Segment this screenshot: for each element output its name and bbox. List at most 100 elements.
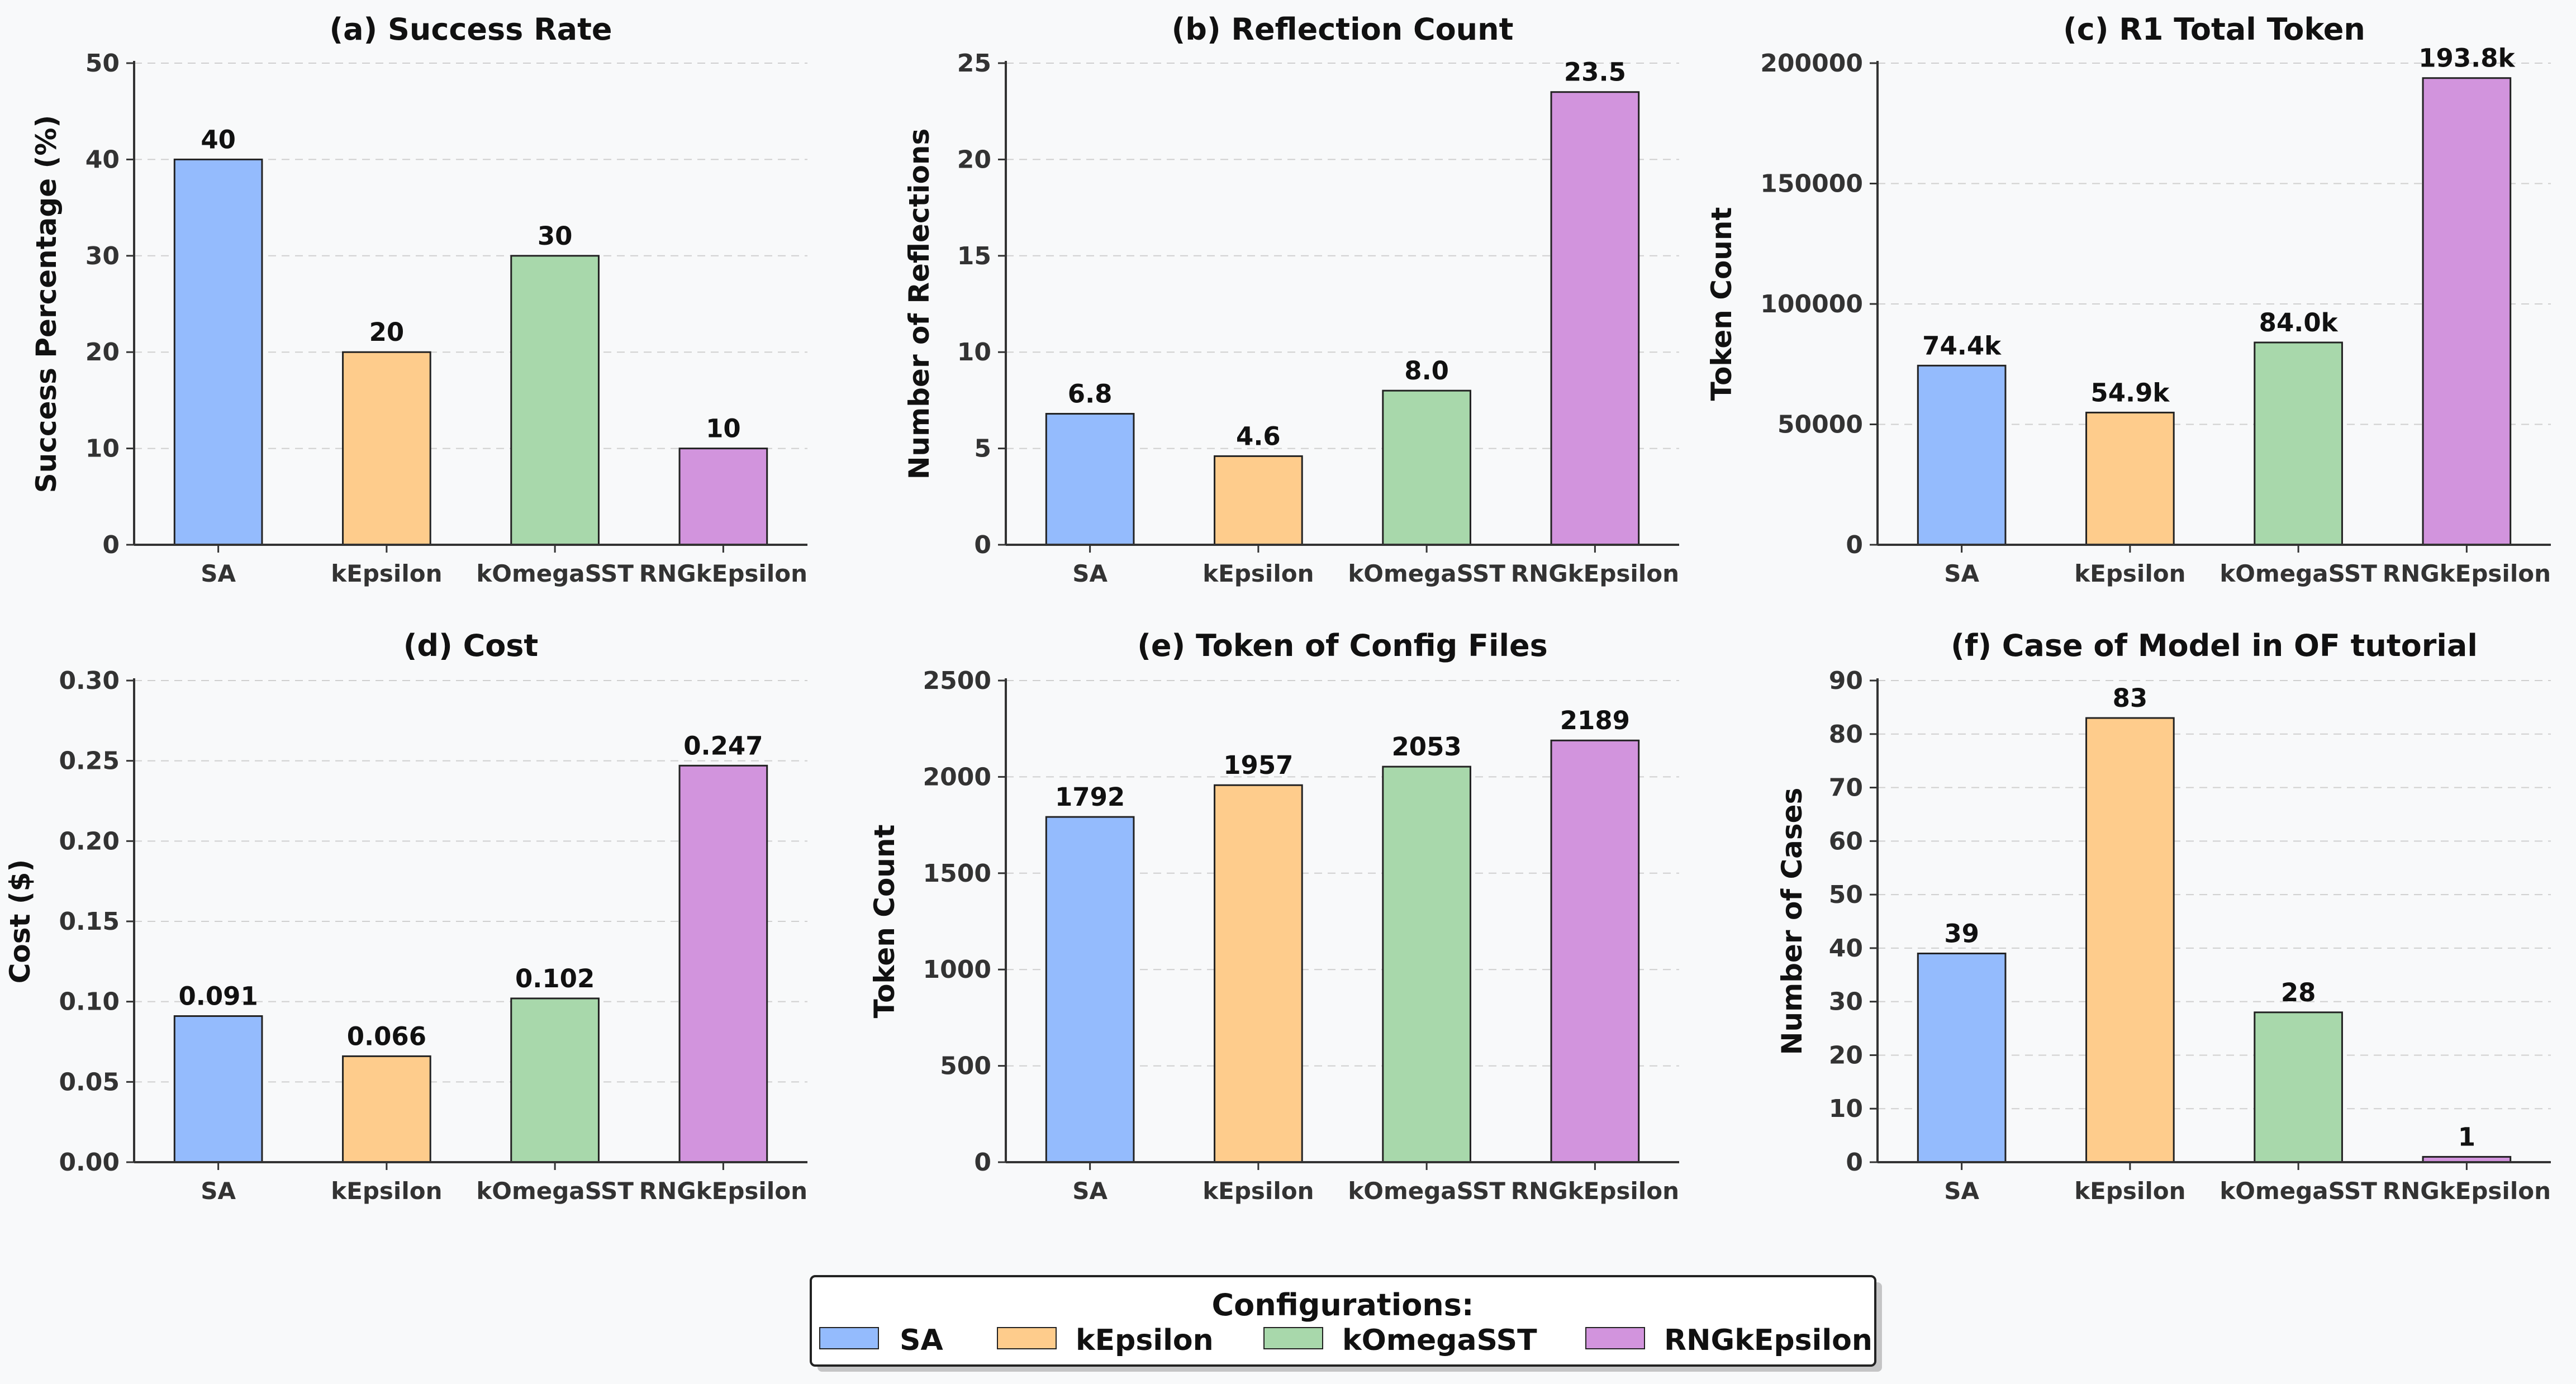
x-tick-label: SA [1944, 560, 1979, 587]
y-tick-label: 0.00 [59, 1148, 120, 1177]
chart-panel-success-rate: 0 10 20 30 40 50 40 SA 20 kEpsilon 30 kOmegaSST 10 RN… [30, 12, 807, 587]
bar-sa [1045, 816, 1135, 1163]
legend-swatch-sa [819, 1327, 879, 1349]
y-tick-label: 1000 [923, 955, 991, 984]
bar-komegasst [1382, 389, 1471, 546]
bar-sa [1045, 413, 1135, 546]
value-label: 30 [538, 221, 573, 251]
y-tick-label: 20 [1829, 1041, 1863, 1069]
x-tick-label: SA [201, 560, 236, 587]
x-tick-label: RNGkEpsilon [2383, 560, 2551, 587]
legend: Configurations: SA kEpsilon kOmegaSST RN… [810, 1275, 1882, 1372]
x-tick-label: kOmegaSST [476, 1177, 634, 1205]
x-tick-label: kEpsilon [1203, 560, 1314, 587]
y-tick-label: 2000 [923, 763, 991, 791]
value-label: 8.0 [1404, 356, 1449, 386]
y-tick-label: 0 [1846, 1148, 1863, 1177]
value-label: 0.247 [683, 731, 763, 760]
chart-panel-case-of-model-in-of-tutorial: 0 10 20 30 40 50 60 70 80 90 39 SA 83 kEpsilon 28 kOmeg… [1776, 628, 2551, 1205]
y-tick-label: 100000 [1760, 290, 1863, 318]
x-tick-label: RNGkEpsilon [2383, 1177, 2551, 1205]
y-tick-label: 80 [1829, 720, 1863, 749]
y-tick-label: 40 [85, 145, 120, 174]
value-label: 1792 [1055, 782, 1125, 812]
bar-kepsilon [1214, 784, 1303, 1163]
bar-sa [173, 158, 263, 546]
value-label: 23.5 [1564, 58, 1626, 87]
value-label: 20 [369, 317, 405, 347]
value-label: 2053 [1392, 732, 1462, 762]
bar-komegasst [2254, 1011, 2343, 1163]
y-tick-label: 0.25 [59, 747, 120, 776]
bar-rngkepsilon [2422, 77, 2512, 546]
legend-title: Configurations: [1212, 1287, 1474, 1323]
value-label: 84.0k [2259, 308, 2339, 337]
bar-rngkepsilon [1550, 91, 1640, 546]
x-tick-label: SA [201, 1177, 236, 1205]
y-tick-label: 0.15 [59, 907, 120, 936]
legend-swatch-rngkepsilon [1585, 1327, 1645, 1349]
value-label: 28 [2281, 978, 2316, 1007]
x-tick-label: RNGkEpsilon [1511, 1177, 1679, 1205]
value-label: 83 [2113, 683, 2148, 713]
chart-panel-reflection-count: 0 5 10 15 20 25 6.8 SA 4.6 kEpsilon 8.0 kOmegaSST 23… [903, 12, 1679, 587]
x-tick-label: kEpsilon [331, 560, 442, 587]
value-label: 0.066 [347, 1021, 426, 1051]
y-tick-label: 0 [102, 531, 120, 559]
y-axis-label: Token Count [1705, 207, 1738, 401]
value-label: 39 [1944, 919, 1979, 948]
y-tick-label: 1500 [923, 859, 991, 888]
y-tick-label: 0.30 [59, 667, 120, 695]
chart-title: (e) Token of Config Files [1137, 628, 1548, 663]
y-tick-label: 30 [1829, 988, 1863, 1016]
value-label: 0.102 [515, 964, 595, 993]
value-label: 1 [2458, 1122, 2475, 1152]
x-tick-label: RNGkEpsilon [1511, 560, 1679, 587]
bar-sa [1917, 364, 2007, 546]
y-tick-label: 0 [974, 531, 991, 559]
y-tick-label: 0.20 [59, 827, 120, 855]
legend-swatch-kepsilon [997, 1327, 1057, 1349]
y-tick-label: 50 [85, 49, 120, 78]
bar-kepsilon [342, 1055, 431, 1163]
y-axis-label: Number of Cases [1776, 788, 1808, 1055]
y-tick-label: 500 [940, 1052, 991, 1081]
value-label: 6.8 [1068, 379, 1113, 409]
legend-entry-sa: SA [819, 1324, 943, 1357]
x-tick-label: SA [1072, 1177, 1108, 1205]
legend-swatch-komegasst [1263, 1327, 1323, 1349]
legend-label-komegasst: kOmegaSST [1342, 1324, 1537, 1357]
value-label: 40 [201, 125, 236, 154]
y-tick-label: 70 [1829, 774, 1863, 802]
legend-entry-rngkepsilon: RNGkEpsilon [1585, 1324, 1872, 1357]
y-tick-label: 5 [974, 435, 991, 463]
chart-title: (f) Case of Model in OF tutorial [1951, 628, 2478, 663]
y-tick-label: 150000 [1760, 170, 1863, 198]
bar-kepsilon [342, 351, 431, 546]
bar-sa [1917, 952, 2007, 1163]
chart-panel-token-of-config-files: 0 500 1000 1500 2000 2500 1792 SA 1957 kEpsilon 20… [868, 628, 1679, 1205]
y-tick-label: 20 [957, 145, 991, 174]
y-tick-label: 50 [1829, 881, 1863, 909]
x-tick-label: kOmegaSST [1348, 1177, 1505, 1205]
x-tick-label: SA [1072, 560, 1108, 587]
x-tick-label: kOmegaSST [2219, 1177, 2377, 1205]
x-tick-label: RNGkEpsilon [639, 1177, 807, 1205]
bar-rngkepsilon [678, 448, 768, 546]
x-tick-label: kOmegaSST [1348, 560, 1505, 587]
x-tick-label: kEpsilon [2074, 560, 2185, 587]
chart-title: (c) R1 Total Token [2063, 12, 2365, 47]
y-tick-label: 0 [974, 1148, 991, 1177]
y-axis-label: Number of Reflections [903, 129, 935, 480]
value-label: 0.091 [178, 982, 258, 1011]
value-label: 10 [706, 414, 741, 444]
y-tick-label: 10 [1829, 1095, 1863, 1123]
x-tick-label: RNGkEpsilon [639, 560, 807, 587]
y-axis-label: Cost ($) [4, 859, 36, 984]
bar-kepsilon [2085, 717, 2175, 1163]
bar-komegasst [1382, 765, 1471, 1163]
chart-title: (d) Cost [403, 628, 539, 663]
chart-panel-cost: 0.00 0.05 0.10 0.15 0.20 0.25 0.30 0.091 SA 0.066… [4, 628, 807, 1205]
x-tick-label: SA [1944, 1177, 1979, 1205]
legend-label-rngkepsilon: RNGkEpsilon [1664, 1324, 1872, 1357]
